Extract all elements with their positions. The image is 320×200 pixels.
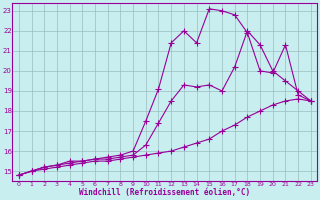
X-axis label: Windchill (Refroidissement éolien,°C): Windchill (Refroidissement éolien,°C)	[79, 188, 251, 197]
